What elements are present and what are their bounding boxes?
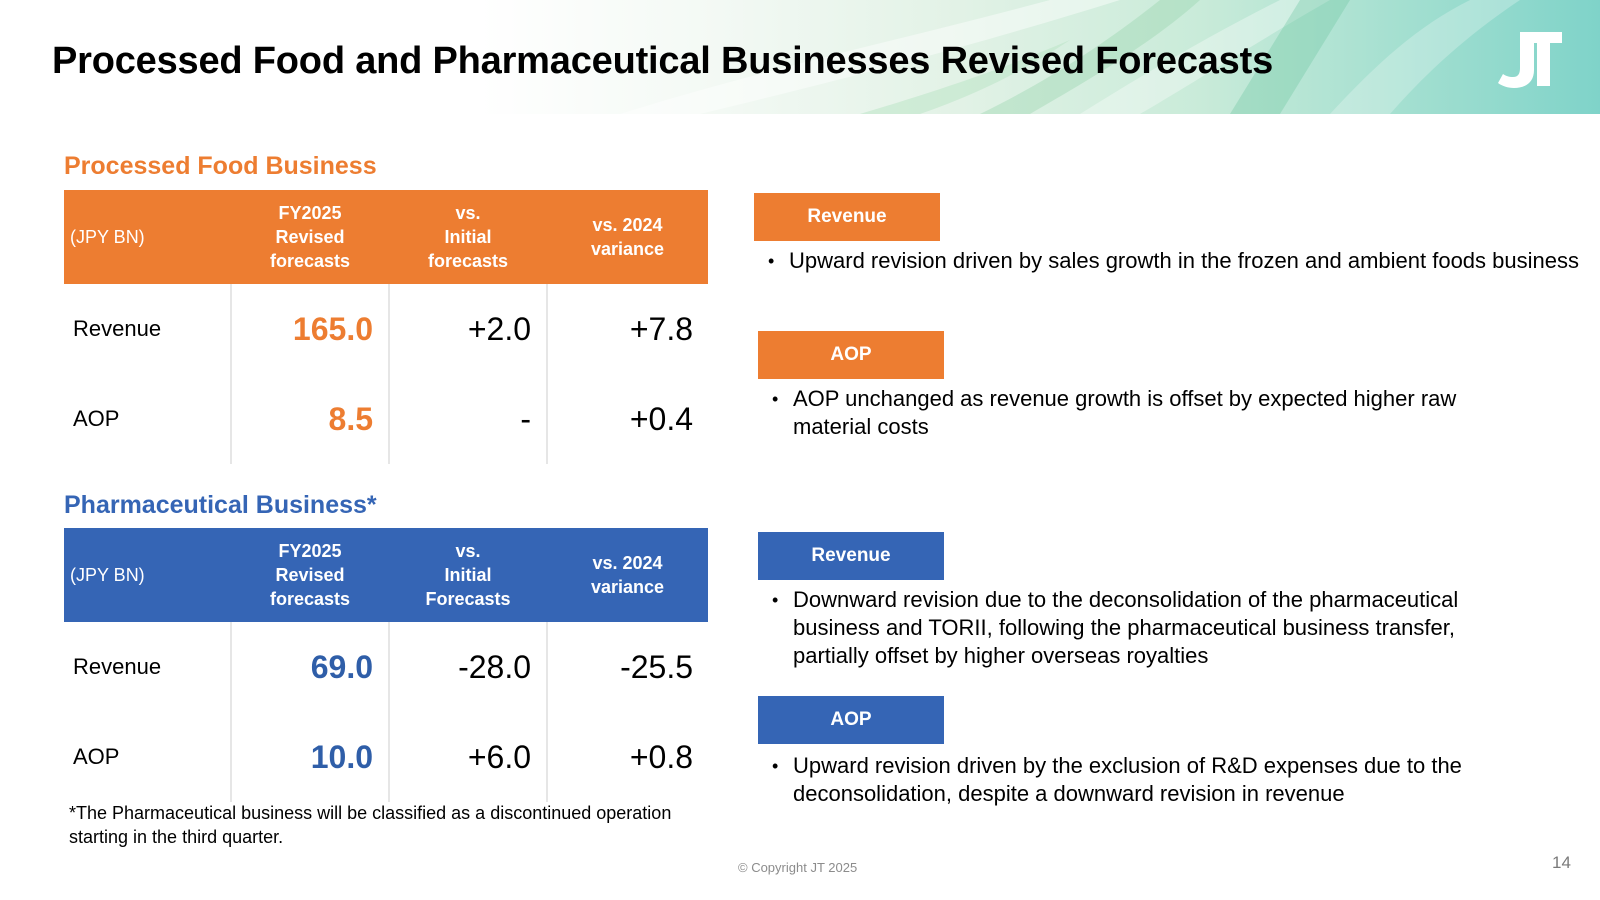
vs-initial-value: -28.0: [388, 622, 547, 712]
table-header-row: (JPY BN) FY2025 Revised forecasts vs. Initi…: [64, 528, 708, 622]
row-label: Revenue: [73, 654, 162, 679]
forecast-value: 69.0: [230, 622, 389, 712]
note-text: Upward revision driven by the exclusion …: [793, 753, 1462, 806]
note-text: Downward revision due to the deconsolida…: [793, 587, 1459, 668]
vs-2024-value: -25.5: [546, 622, 708, 712]
forecast-header: FY2025 Revised forecasts: [231, 528, 389, 622]
bullet-dot: •: [772, 590, 779, 610]
pharma-aop-badge: AOP: [758, 696, 944, 744]
table-row: AOP 8.5 - +0.4: [64, 374, 708, 464]
page-title: Processed Food and Pharmaceutical Busine…: [52, 40, 1274, 82]
vs-2024-header: vs. 2024 variance: [547, 190, 708, 284]
food-aop-note: • AOP unchanged as revenue growth is offs…: [769, 385, 1533, 441]
pharma-revenue-badge: Revenue: [758, 532, 944, 580]
table-header-row: (JPY BN) FY2025 Revised forecasts vs. Initi…: [64, 190, 708, 284]
page-number: 14: [1552, 853, 1571, 872]
food-aop-badge: AOP: [758, 331, 944, 379]
note-text: AOP unchanged as revenue growth is offse…: [793, 386, 1457, 439]
unit-header: (JPY BN): [64, 190, 231, 284]
pharmaceutical-section-title: Pharmaceutical Business*: [64, 491, 377, 519]
forecast-value: 10.0: [230, 712, 389, 802]
bullet-dot: •: [768, 251, 775, 271]
unit-header: (JPY BN): [64, 528, 231, 622]
table-row: Revenue 165.0 +2.0 +7.8: [64, 284, 708, 374]
row-label: AOP: [73, 406, 120, 431]
processed-food-table: (JPY BN) FY2025 Revised forecasts vs. Initi…: [64, 190, 708, 464]
forecast-header: FY2025 Revised forecasts: [231, 190, 389, 284]
table-row: AOP 10.0 +6.0 +0.8: [64, 712, 708, 802]
vs-initial-value: +6.0: [388, 712, 547, 802]
food-revenue-note: • Upward revision driven by sales growth …: [765, 247, 1579, 275]
footnote: *The Pharmaceutical business will be cla…: [69, 803, 672, 847]
vs-initial-header: vs. Initial forecasts: [389, 190, 547, 284]
bullet-dot: •: [772, 389, 779, 409]
row-label: Revenue: [73, 316, 162, 341]
jt-logo: [1498, 32, 1562, 88]
vs-2024-header: vs. 2024 variance: [547, 528, 708, 622]
vs-initial-value: +2.0: [388, 284, 547, 374]
bullet-dot: •: [772, 756, 779, 776]
pharmaceutical-table: (JPY BN) FY2025 Revised forecasts vs. Initi…: [64, 528, 708, 802]
vs-initial-value: -: [388, 374, 547, 464]
pharma-aop-note: • Upward revision driven by the exclusion…: [769, 752, 1533, 808]
vs-2024-value: +0.4: [546, 374, 708, 464]
copyright-text: © Copyright JT 2025: [738, 860, 858, 875]
forecast-value: 165.0: [230, 284, 389, 374]
vs-2024-value: +0.8: [546, 712, 708, 802]
processed-food-section-title: Processed Food Business: [64, 152, 377, 180]
note-text: Upward revision driven by sales growth i…: [789, 248, 1579, 273]
vs-initial-header: vs. Initial Forecasts: [389, 528, 547, 622]
food-revenue-badge: Revenue: [754, 193, 940, 241]
vs-2024-value: +7.8: [546, 284, 708, 374]
row-label: AOP: [73, 744, 120, 769]
title-banner: Processed Food and Pharmaceutical Busine…: [0, 0, 1600, 114]
pharma-revenue-note: • Downward revision due to the deconsolid…: [769, 586, 1533, 670]
forecast-value: 8.5: [230, 374, 389, 464]
leaf-pattern-background: [620, 0, 1520, 114]
table-row: Revenue 69.0 -28.0 -25.5: [64, 622, 708, 712]
